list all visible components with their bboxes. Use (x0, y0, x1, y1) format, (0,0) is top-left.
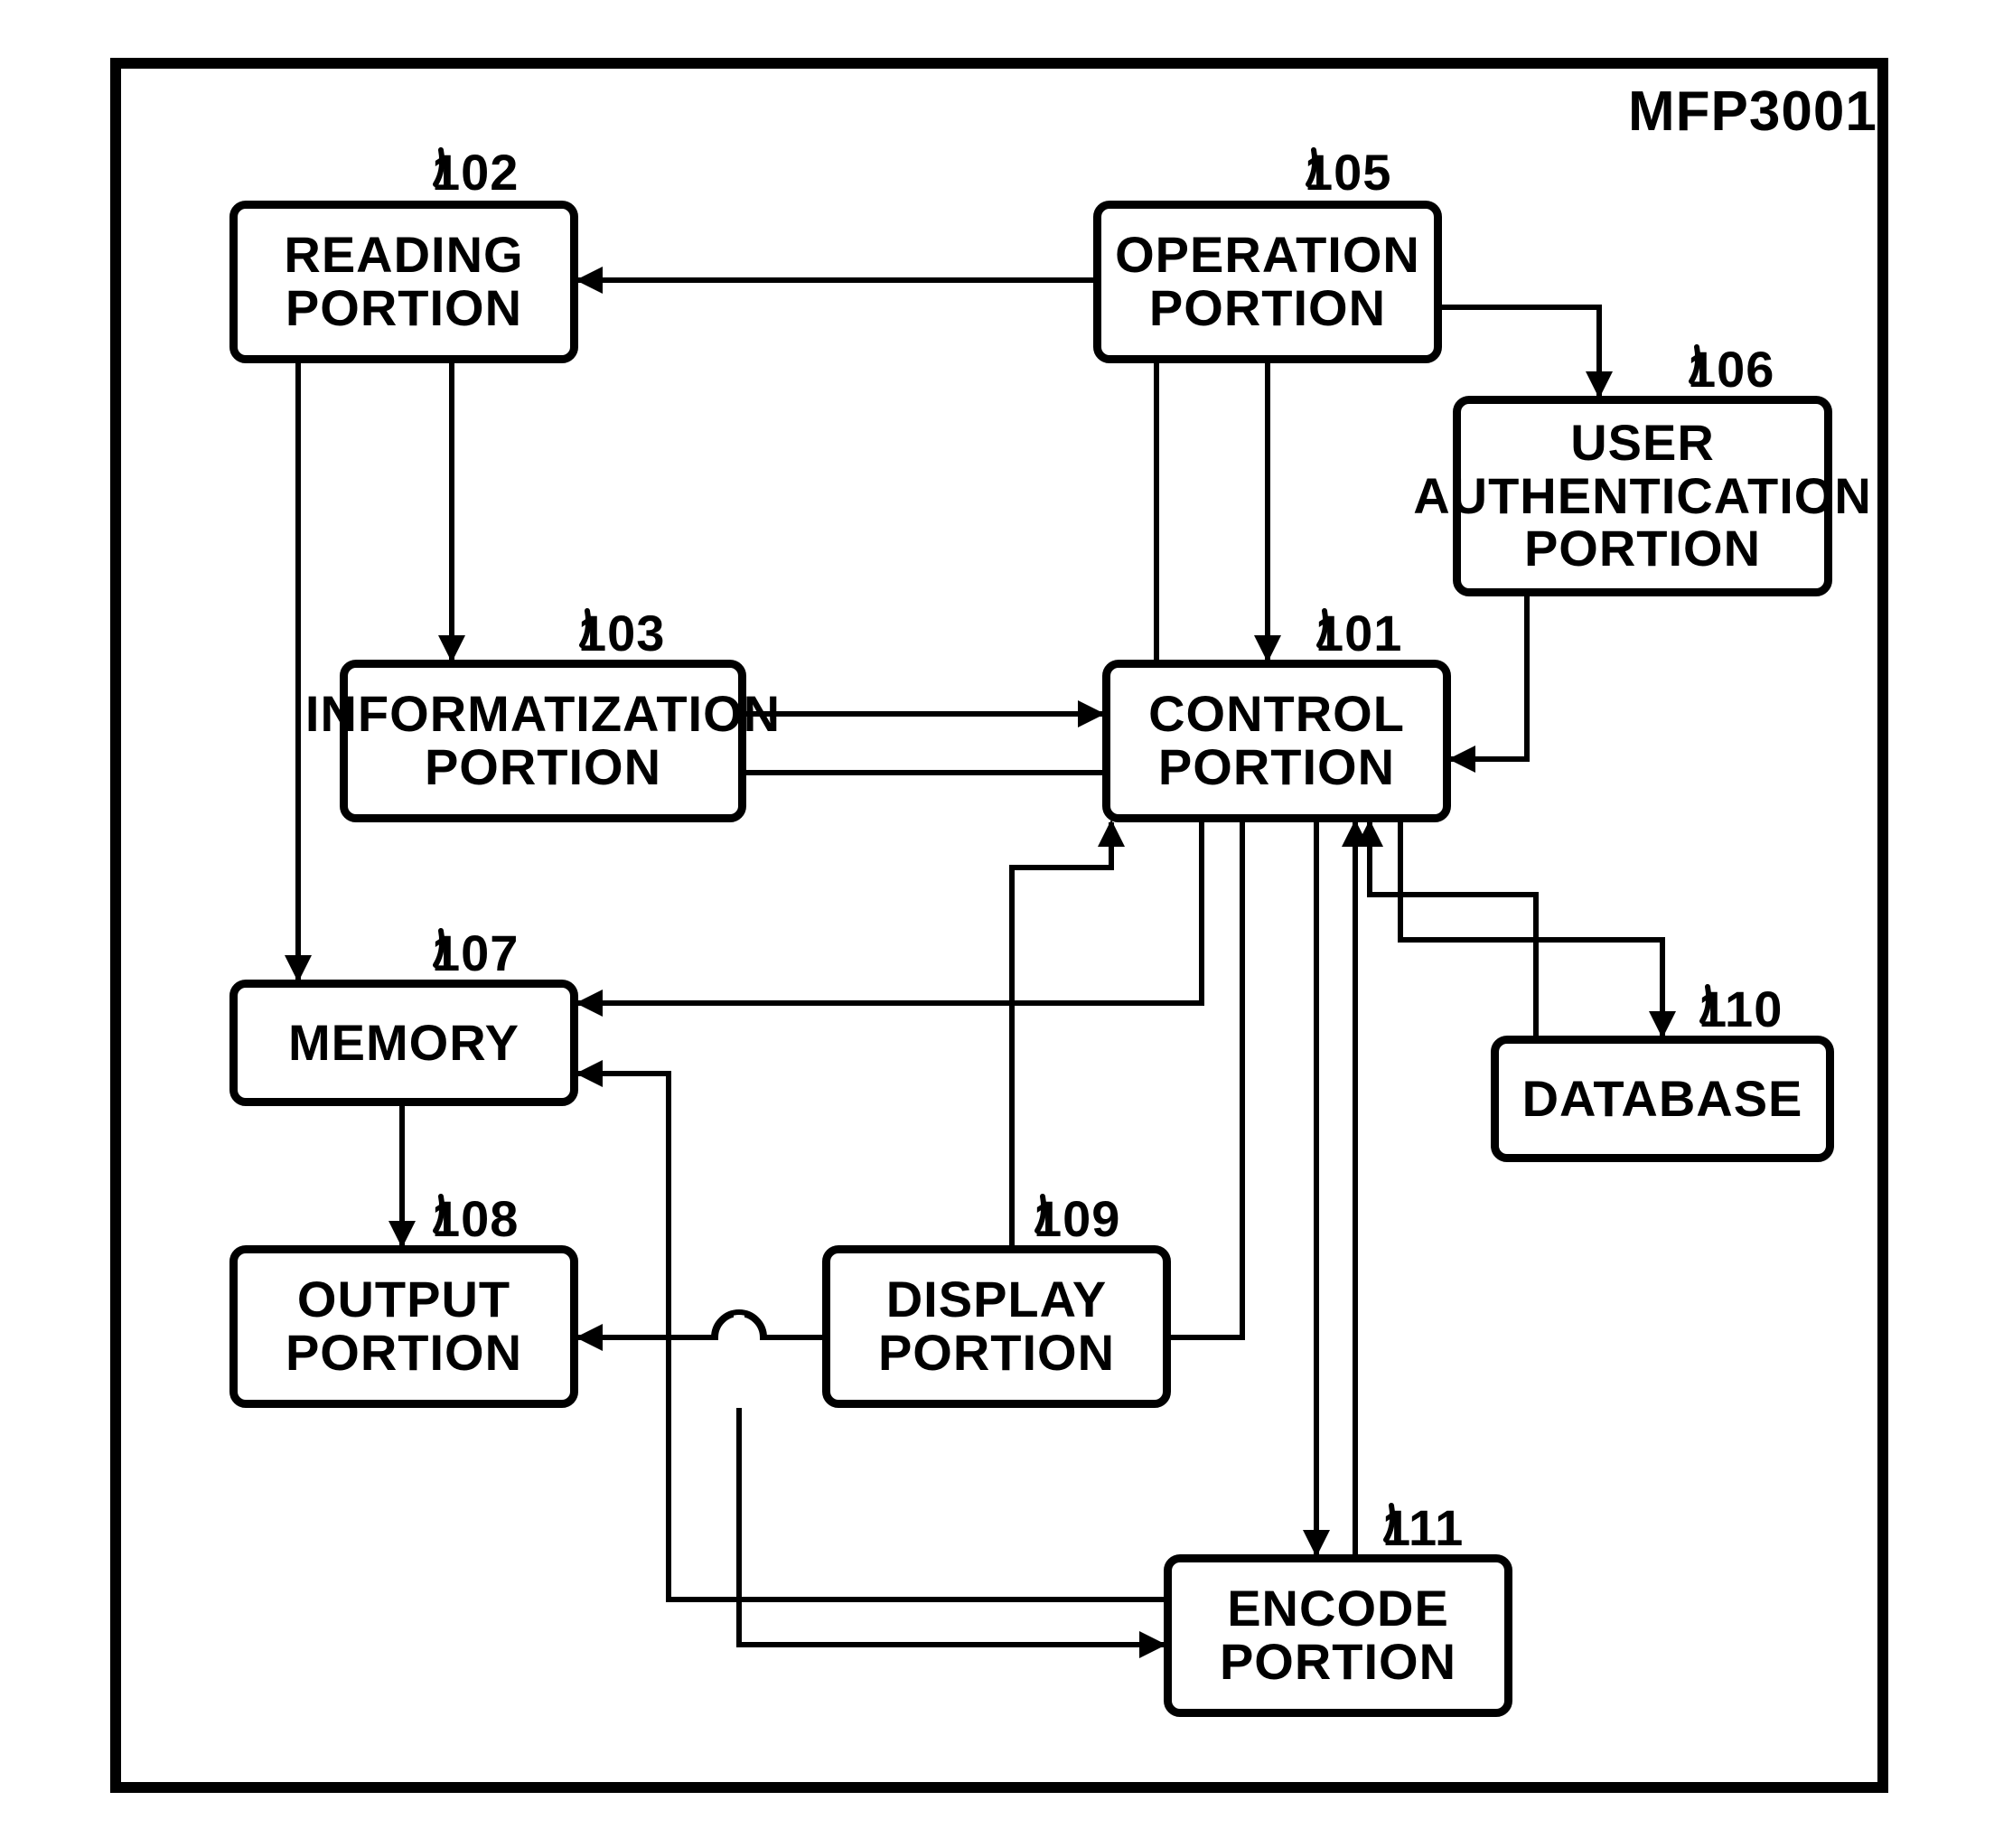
ref-output: 108 (432, 1189, 519, 1248)
node-reading: READING PORTION (229, 201, 578, 363)
diagram-title: MFP3001 (1628, 80, 1877, 144)
node-infoz: INFORMATIZATION PORTION (340, 660, 746, 822)
ref-display: 109 (1034, 1189, 1120, 1248)
ref-infoz: 103 (578, 604, 665, 662)
ref-database: 110 (1699, 980, 1783, 1038)
node-control: CONTROL PORTION (1102, 660, 1451, 822)
ref-control: 101 (1315, 604, 1402, 662)
ref-encode: 111 (1382, 1498, 1464, 1557)
ref-memory: 107 (432, 924, 519, 982)
ref-operation: 105 (1305, 143, 1391, 202)
node-memory: MEMORY (229, 980, 578, 1106)
node-userauth: USER AUTHENTICATION PORTION (1453, 396, 1832, 596)
diagram-stage: MFP3001 READING PORTION102 OPERATION PORTI… (0, 0, 1994, 1848)
node-encode: ENCODE PORTION (1164, 1554, 1512, 1717)
node-operation: OPERATION PORTION (1093, 201, 1442, 363)
ref-reading: 102 (432, 143, 519, 202)
node-database: DATABASE (1491, 1036, 1834, 1162)
node-display: DISPLAY PORTION (822, 1245, 1171, 1408)
node-output: OUTPUT PORTION (229, 1245, 578, 1408)
ref-userauth: 106 (1688, 340, 1774, 399)
